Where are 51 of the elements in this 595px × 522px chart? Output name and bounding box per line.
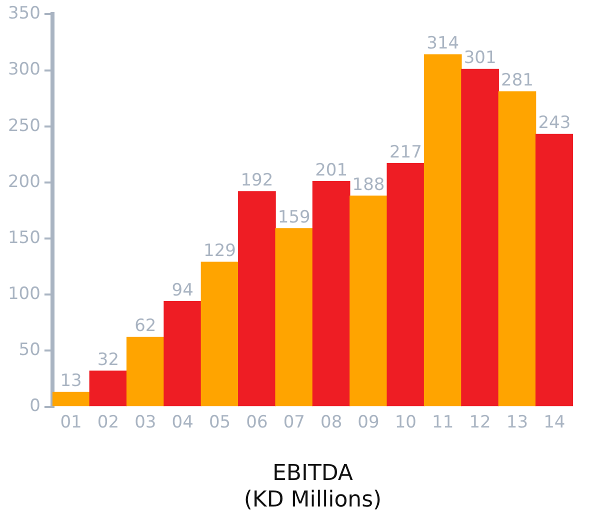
bar <box>498 91 536 406</box>
bar <box>126 336 164 406</box>
x-tick-label: 06 <box>246 412 268 432</box>
data-label: 159 <box>278 207 310 228</box>
bar <box>275 228 314 406</box>
x-tick-label: 10 <box>394 412 416 432</box>
x-tick-label: 05 <box>208 412 231 432</box>
y-tick-label: 250 <box>8 116 40 136</box>
bar <box>89 370 128 406</box>
bar <box>386 163 425 406</box>
x-tick-label: 02 <box>97 412 120 432</box>
y-tick-label: 150 <box>8 228 40 248</box>
y-tick-label: 100 <box>8 284 40 304</box>
y-tick-label: 50 <box>18 340 40 360</box>
data-label: 13 <box>60 371 82 392</box>
bar <box>350 196 388 406</box>
x-tick-label: 13 <box>506 412 528 432</box>
x-axis-title: EBITDA (KD Millions) <box>244 461 382 513</box>
x-tick-label: 14 <box>544 412 566 432</box>
bar <box>535 134 573 406</box>
x-tick-label: 08 <box>320 412 342 432</box>
bar <box>164 301 202 406</box>
data-label: 243 <box>538 113 571 134</box>
x-tick-label: 11 <box>432 412 454 432</box>
y-tick-label: 0 <box>30 396 40 416</box>
bar <box>424 54 462 406</box>
bar <box>312 181 350 406</box>
data-label: 281 <box>501 70 534 91</box>
x-tick-label: 07 <box>283 412 305 432</box>
data-label: 314 <box>426 34 460 54</box>
bar <box>238 191 276 406</box>
y-tick-label: 300 <box>8 60 40 80</box>
data-label: 201 <box>315 160 348 180</box>
data-label: 301 <box>464 48 496 68</box>
x-tick-label: 12 <box>469 412 491 432</box>
bar <box>200 262 239 406</box>
data-label: 217 <box>389 142 422 162</box>
data-label: 62 <box>134 316 156 336</box>
data-label: 188 <box>352 174 385 195</box>
x-tick-label: 01 <box>60 412 82 432</box>
x-tick-label: 03 <box>134 412 156 432</box>
bar <box>461 68 499 406</box>
y-tick-label: 350 <box>8 4 40 24</box>
bar <box>52 392 90 406</box>
x-tick-label: 04 <box>172 412 194 432</box>
data-label: 94 <box>172 280 194 300</box>
x-tick-label: 09 <box>358 412 380 432</box>
data-label: 192 <box>240 170 274 190</box>
data-label: 129 <box>204 241 236 262</box>
y-tick-label: 200 <box>8 172 40 192</box>
data-label: 32 <box>97 350 120 370</box>
